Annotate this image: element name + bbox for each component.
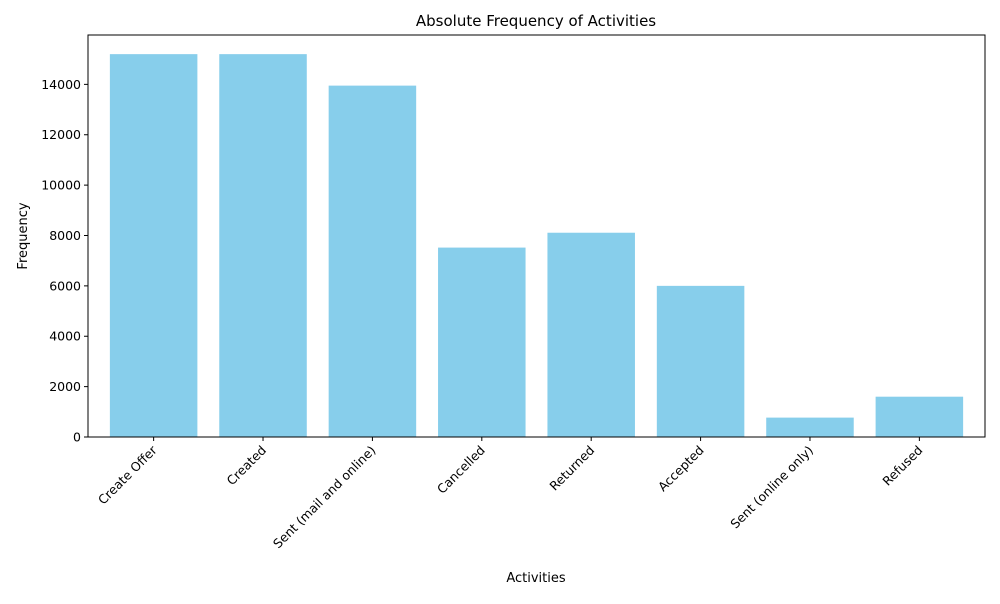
bars-layer (109, 54, 964, 437)
x-axis-label: Activities (506, 571, 566, 586)
x-tick-label-2: Sent (mail and online) (270, 443, 379, 552)
y-tick-label-1: 2000 (49, 379, 81, 394)
chart-title: Absolute Frequency of Activities (416, 12, 656, 30)
bar-1 (219, 54, 307, 437)
plot-frame (87, 34, 986, 438)
y-tick-label-5: 10000 (41, 178, 81, 193)
y-tick-label-0: 0 (73, 430, 81, 445)
y-tick-label-3: 6000 (49, 278, 81, 293)
x-tick-label-6: Sent (online only) (727, 443, 816, 532)
x-tick-label-5: Accepted (655, 443, 707, 495)
y-axis-label: Frequency (16, 202, 31, 269)
x-tick-label-7: Refused (879, 443, 925, 489)
x-tick-label-3: Cancelled (434, 443, 488, 497)
y-tick-label-7: 14000 (41, 77, 81, 92)
bar-2 (328, 85, 417, 437)
bar-5 (656, 285, 745, 437)
x-tick-label-0: Create Offer (95, 442, 161, 508)
bar-6 (766, 417, 854, 437)
bar-4 (547, 232, 635, 437)
bar-3 (438, 247, 526, 437)
axes-layer (87, 34, 986, 438)
bar-7 (875, 396, 964, 437)
y-tick-label-4: 8000 (49, 228, 81, 243)
bar-0 (109, 54, 198, 437)
y-tick-label-2: 4000 (49, 329, 81, 344)
x-tick-label-4: Returned (546, 443, 597, 494)
y-tick-label-6: 12000 (41, 127, 81, 142)
x-tick-label-1: Created (224, 443, 270, 489)
